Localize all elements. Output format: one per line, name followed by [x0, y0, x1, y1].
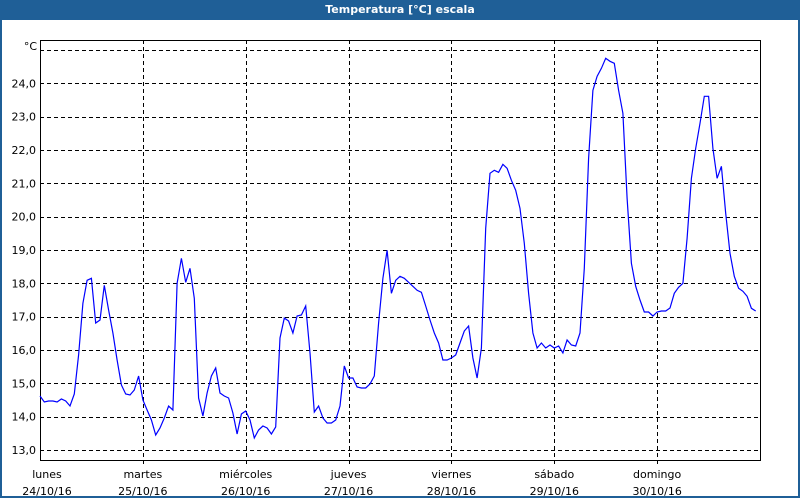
x-tick-weekday: jueves [330, 468, 367, 481]
y-axis-unit: °C [24, 40, 38, 53]
temperature-line [39, 57, 757, 440]
y-tick-label: 15,0 [12, 377, 37, 390]
x-tick-date: 28/10/16 [427, 485, 476, 498]
y-tick-label: 21,0 [12, 177, 37, 190]
series [39, 57, 757, 440]
x-tick-date: 30/10/16 [632, 485, 681, 498]
x-tick-weekday: lunes [32, 468, 62, 481]
y-tick-label: 16,0 [12, 344, 37, 357]
x-tick-date: 29/10/16 [530, 485, 579, 498]
x-tick-date: 25/10/16 [118, 485, 167, 498]
y-tick-label: 20,0 [12, 211, 37, 224]
grid [40, 40, 760, 465]
y-tick-label: 18,0 [12, 277, 37, 290]
x-tick-labels: lunes 24/10/16 martes 25/10/16 miércoles 26/1… [22, 468, 682, 498]
window-title: Temperatura [°C] escala [0, 0, 800, 20]
y-tick-labels: 13,0 14,0 15,0 16,0 17,0 18,0 19,0 20,0 21,0 22,0… [12, 77, 37, 457]
x-tick-weekday: martes [123, 468, 162, 481]
x-tick-weekday: miércoles [219, 468, 272, 481]
y-tick-label: 24,0 [12, 77, 37, 90]
x-tick-date: 27/10/16 [324, 485, 373, 498]
y-tick-label: 14,0 [12, 411, 37, 424]
x-tick-weekday: domingo [633, 468, 681, 481]
plot-area-border [40, 40, 761, 461]
x-tick-weekday: sábado [534, 468, 574, 481]
x-tick-date: 24/10/16 [22, 485, 71, 498]
y-tick-label: 17,0 [12, 311, 37, 324]
y-tick-label: 23,0 [12, 111, 37, 124]
y-tick-label: 19,0 [12, 244, 37, 257]
y-tick-label: 22,0 [12, 144, 37, 157]
x-tick-weekday: viernes [431, 468, 471, 481]
x-tick-date: 26/10/16 [221, 485, 270, 498]
y-tick-label: 13,0 [12, 444, 37, 457]
